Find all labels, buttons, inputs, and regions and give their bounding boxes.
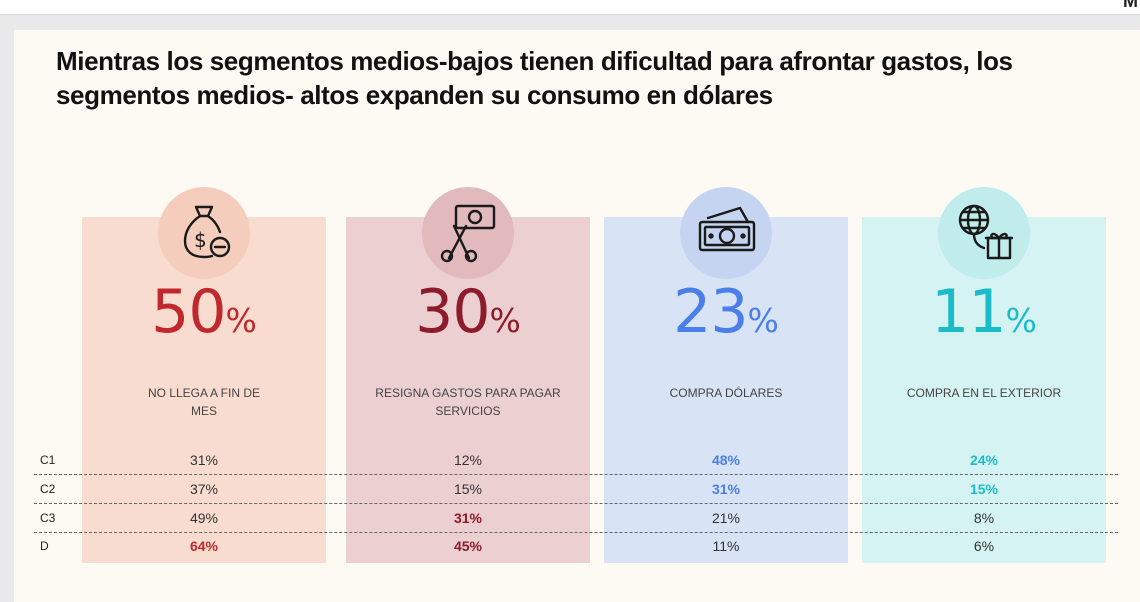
card-3-segment-d-value: 11% <box>712 538 740 554</box>
card-4-segment-d-value: 6% <box>973 538 995 554</box>
card-3-label: COMPRA DÓLARES <box>669 386 783 400</box>
infographic-slide: Mientras los segmentos medios-bajos tien… <box>14 30 1140 602</box>
card-2-unit: % <box>489 301 521 340</box>
card-1-icon-backdrop <box>158 187 250 279</box>
card-2-segment-c1-value: 12% <box>453 452 483 468</box>
card-2-segment-c2-value: 15% <box>453 481 483 497</box>
scissors-money-icon <box>436 200 500 264</box>
card-4-unit: % <box>1005 301 1037 340</box>
card-1-label: NO LLEGA A FIN DE MES <box>147 386 261 418</box>
card-3-percentage: 23% <box>604 277 848 347</box>
card-2-segment-d-value: 45% <box>453 538 483 554</box>
browser-top-strip: M <box>0 0 1140 15</box>
globe-gift-icon <box>952 200 1016 264</box>
card-2-label: RESIGNA GASTOS PARA PAGAR SERVICIOS <box>375 386 561 418</box>
card-3-value: 23 <box>673 277 748 347</box>
row-separator <box>34 503 1118 504</box>
card-2-segment-c3-value: 31% <box>453 510 483 526</box>
card-4-label: COMPRA EN EL EXTERIOR <box>906 386 1062 400</box>
row-separator <box>34 532 1118 533</box>
row-separator <box>34 474 1118 475</box>
card-3-icon-backdrop <box>680 187 772 279</box>
segment-label-c3: C3 <box>40 511 56 525</box>
card-4-value: 11 <box>931 277 1006 347</box>
card-1-segment-d-value: 64% <box>189 538 219 554</box>
svg-text:$: $ <box>194 228 207 252</box>
money-bag-icon: $ <box>172 200 236 264</box>
segment-label-d: D <box>40 539 49 553</box>
card-4-segment-c1-value: 24% <box>969 452 999 468</box>
card-2-percentage: 30% <box>346 277 590 347</box>
card-1-percentage: 50% <box>82 277 326 347</box>
card-3-segment-c3-value: 21% <box>711 510 741 526</box>
card-3-segment-c2-value: 31% <box>711 481 741 497</box>
slide-title: Mientras los segmentos medios-bajos tien… <box>56 46 1013 110</box>
card-4-icon-backdrop <box>938 187 1030 279</box>
dollar-bills-icon <box>694 200 758 264</box>
segment-label-c2: C2 <box>40 482 56 496</box>
card-2-value: 30 <box>415 277 490 347</box>
card-1-unit: % <box>225 301 257 340</box>
card-2-icon-backdrop <box>422 187 514 279</box>
card-1-segment-c1-value: 31% <box>189 452 219 468</box>
card-1-segment-c2-value: 37% <box>189 481 219 497</box>
card-4-percentage: 11% <box>862 277 1106 347</box>
card-4-segment-c3-value: 8% <box>973 510 995 526</box>
card-4-segment-c2-value: 15% <box>969 481 999 497</box>
segment-label-c1: C1 <box>40 453 56 467</box>
card-3-segment-c1-value: 48% <box>711 452 741 468</box>
cropped-header-glyph: M <box>1123 0 1138 11</box>
card-3-unit: % <box>747 301 779 340</box>
card-1-value: 50 <box>151 277 226 347</box>
card-1-segment-c3-value: 49% <box>189 510 219 526</box>
